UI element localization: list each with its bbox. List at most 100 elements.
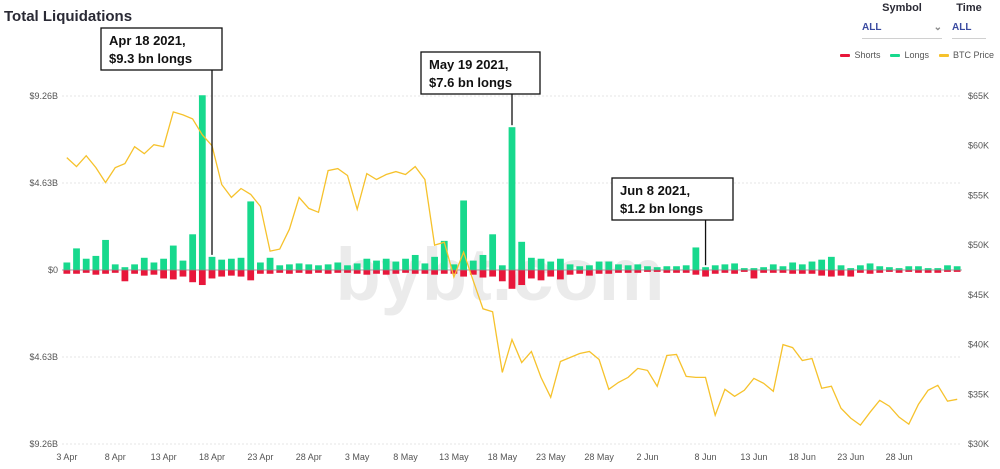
longs-bar[interactable]: [450, 264, 458, 270]
longs-bar[interactable]: [82, 258, 90, 270]
shorts-bar[interactable]: [179, 270, 187, 277]
longs-bar[interactable]: [305, 264, 313, 270]
longs-bar[interactable]: [469, 260, 477, 270]
shorts-bar[interactable]: [769, 270, 777, 273]
shorts-bar[interactable]: [92, 270, 100, 275]
longs-bar[interactable]: [237, 257, 245, 270]
shorts-bar[interactable]: [866, 270, 874, 274]
shorts-bar[interactable]: [489, 270, 497, 277]
shorts-bar[interactable]: [624, 270, 632, 273]
longs-bar[interactable]: [402, 258, 409, 270]
shorts-bar[interactable]: [479, 270, 487, 278]
shorts-bar[interactable]: [837, 270, 845, 276]
longs-bar[interactable]: [169, 245, 177, 270]
longs-bar[interactable]: [460, 200, 467, 270]
longs-bar[interactable]: [905, 266, 913, 270]
shorts-bar[interactable]: [944, 270, 951, 272]
shorts-bar[interactable]: [537, 270, 545, 281]
longs-bar[interactable]: [315, 265, 322, 270]
shorts-bar[interactable]: [82, 270, 90, 273]
longs-bar[interactable]: [682, 265, 690, 270]
longs-bar[interactable]: [547, 261, 555, 270]
longs-bar[interactable]: [586, 265, 593, 270]
longs-bar[interactable]: [276, 265, 284, 270]
longs-bar[interactable]: [847, 268, 855, 270]
longs-bar[interactable]: [857, 265, 864, 270]
shorts-bar[interactable]: [808, 270, 816, 274]
shorts-bar[interactable]: [924, 270, 932, 273]
longs-bar[interactable]: [944, 265, 951, 270]
longs-bar[interactable]: [160, 258, 167, 270]
longs-bar[interactable]: [63, 262, 71, 270]
longs-bar[interactable]: [537, 258, 545, 270]
shorts-bar[interactable]: [498, 270, 506, 282]
longs-bar[interactable]: [179, 260, 187, 270]
shorts-bar[interactable]: [247, 270, 255, 281]
longs-bar[interactable]: [489, 234, 497, 270]
longs-bar[interactable]: [324, 264, 332, 270]
shorts-bar[interactable]: [121, 270, 129, 282]
shorts-bar[interactable]: [305, 270, 313, 274]
shorts-bar[interactable]: [634, 270, 642, 273]
longs-bar[interactable]: [353, 263, 361, 270]
shorts-bar[interactable]: [237, 270, 245, 277]
longs-bar[interactable]: [382, 258, 390, 270]
shorts-bar[interactable]: [731, 270, 738, 274]
longs-bar[interactable]: [295, 263, 303, 270]
shorts-bar[interactable]: [586, 270, 593, 276]
legend-item-btc-price[interactable]: BTC Price: [938, 50, 994, 60]
shorts-bar[interactable]: [886, 270, 893, 272]
shorts-bar[interactable]: [382, 270, 390, 275]
longs-bar[interactable]: [798, 264, 806, 270]
longs-bar[interactable]: [605, 261, 613, 270]
shorts-bar[interactable]: [421, 270, 429, 274]
shorts-bar[interactable]: [227, 270, 235, 276]
legend-item-longs[interactable]: Longs: [890, 50, 929, 60]
shorts-bar[interactable]: [402, 270, 409, 273]
longs-bar[interactable]: [750, 268, 758, 270]
shorts-bar[interactable]: [266, 270, 274, 274]
longs-bar[interactable]: [247, 201, 255, 270]
longs-bar[interactable]: [915, 266, 922, 270]
longs-bar[interactable]: [73, 248, 80, 270]
shorts-bar[interactable]: [440, 270, 448, 274]
shorts-bar[interactable]: [557, 270, 564, 280]
longs-bar[interactable]: [760, 267, 767, 270]
shorts-bar[interactable]: [334, 270, 342, 273]
shorts-bar[interactable]: [895, 270, 903, 273]
shorts-bar[interactable]: [363, 270, 371, 275]
longs-bar[interactable]: [208, 256, 216, 270]
longs-bar[interactable]: [102, 239, 109, 270]
shorts-bar[interactable]: [644, 270, 651, 272]
shorts-bar[interactable]: [102, 270, 109, 274]
shorts-bar[interactable]: [160, 270, 167, 279]
shorts-bar[interactable]: [286, 270, 293, 274]
shorts-bar[interactable]: [73, 270, 80, 274]
longs-bar[interactable]: [218, 259, 226, 270]
longs-bar[interactable]: [779, 266, 787, 270]
longs-bar[interactable]: [527, 257, 535, 270]
longs-bar[interactable]: [721, 264, 729, 270]
shorts-bar[interactable]: [353, 270, 361, 274]
shorts-bar[interactable]: [276, 270, 284, 273]
longs-bar[interactable]: [711, 265, 719, 270]
longs-bar[interactable]: [953, 266, 961, 270]
longs-bar[interactable]: [421, 263, 429, 270]
shorts-bar[interactable]: [460, 270, 467, 277]
longs-bar[interactable]: [827, 256, 835, 270]
shorts-bar[interactable]: [373, 270, 380, 274]
longs-bar[interactable]: [92, 255, 100, 270]
longs-bar[interactable]: [498, 265, 506, 270]
longs-bar[interactable]: [634, 264, 642, 270]
longs-bar[interactable]: [363, 258, 371, 270]
time-dropdown[interactable]: ALL: [952, 22, 986, 39]
shorts-bar[interactable]: [111, 270, 119, 273]
shorts-bar[interactable]: [827, 270, 835, 277]
longs-bar[interactable]: [924, 268, 932, 270]
longs-bar[interactable]: [566, 264, 574, 270]
longs-bar[interactable]: [518, 241, 526, 270]
shorts-bar[interactable]: [905, 270, 913, 272]
longs-bar[interactable]: [624, 265, 632, 270]
btc-price-series-line[interactable]: [66, 111, 958, 427]
longs-bar[interactable]: [286, 264, 293, 270]
